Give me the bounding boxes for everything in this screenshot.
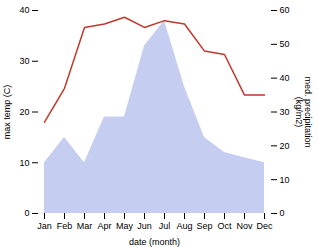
svg-text:30: 30 — [280, 107, 290, 117]
svg-text:Feb: Feb — [57, 221, 73, 231]
svg-text:20: 20 — [280, 141, 290, 151]
svg-text:Aug: Aug — [176, 221, 192, 231]
svg-text:med. precipitation(kg/m2): med. precipitation(kg/m2) — [294, 76, 313, 147]
svg-text:Jul: Jul — [159, 221, 171, 231]
svg-text:0: 0 — [24, 208, 29, 218]
svg-text:Sep: Sep — [196, 221, 212, 231]
svg-text:Mar: Mar — [77, 221, 93, 231]
svg-text:30: 30 — [19, 56, 29, 66]
svg-text:10: 10 — [280, 175, 290, 185]
svg-text:Jan: Jan — [37, 221, 52, 231]
svg-text:Apr: Apr — [97, 221, 111, 231]
svg-text:10: 10 — [19, 158, 29, 168]
svg-text:Dec: Dec — [256, 221, 273, 231]
svg-text:Oct: Oct — [217, 221, 232, 231]
svg-text:60: 60 — [280, 5, 290, 15]
svg-text:date (month): date (month) — [129, 237, 180, 247]
svg-text:50: 50 — [280, 39, 290, 49]
svg-text:max temp (C): max temp (C) — [2, 85, 12, 140]
svg-text:40: 40 — [280, 73, 290, 83]
svg-text:Nov: Nov — [236, 221, 253, 231]
svg-text:20: 20 — [19, 107, 29, 117]
svg-text:May: May — [116, 221, 134, 231]
svg-text:40: 40 — [19, 5, 29, 15]
svg-text:0: 0 — [280, 208, 285, 218]
svg-text:Jun: Jun — [137, 221, 152, 231]
